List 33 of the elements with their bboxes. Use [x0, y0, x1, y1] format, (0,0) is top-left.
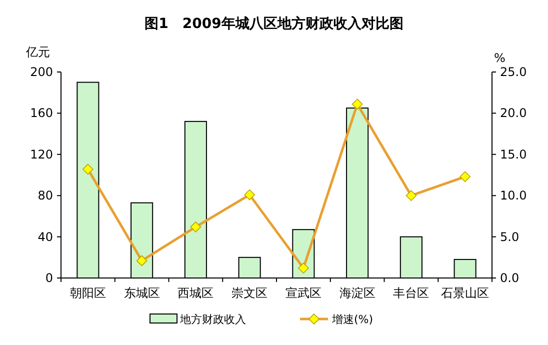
x-tick-label: 宣武区: [285, 286, 322, 300]
y-tick-label: 40: [38, 230, 53, 244]
x-tick-label: 丰台区: [393, 286, 430, 300]
y2-tick-label: 5.0: [500, 230, 520, 244]
y-tick-label: 120: [30, 147, 53, 162]
y-tick-label: 80: [38, 188, 53, 203]
x-tick-label: 朝阳区: [70, 286, 106, 300]
x-tick-label: 海淀区: [339, 286, 376, 300]
x-tick-label: 石景山区: [441, 286, 490, 300]
point: [190, 222, 202, 232]
point: [244, 189, 255, 200]
y2-tick-label: 20.0: [500, 106, 527, 120]
point: [82, 164, 94, 175]
x-tick-label: 西城区: [178, 286, 214, 300]
point: [298, 262, 309, 274]
y2-tick-label: 15.0: [500, 147, 527, 162]
y-tick-label: 200: [30, 65, 53, 79]
y-tick-label: 0: [45, 271, 53, 285]
legend-label: 地方财政收入: [179, 313, 246, 326]
point: [406, 190, 417, 201]
point: [352, 98, 363, 110]
chart-title: 图1 2009年城八区地方财政收入对比图: [144, 15, 404, 32]
y2-tick-label: 25.0: [500, 65, 527, 79]
y-tick-label: 160: [30, 106, 53, 120]
y2-axis-title: %: [494, 51, 506, 65]
x-tick-label: 东城区: [124, 286, 160, 300]
y2-tick-label: 0.0: [500, 271, 520, 285]
legend-label: 增速(%): [331, 313, 374, 326]
y2-tick-label: 10.0: [500, 188, 527, 203]
point: [136, 255, 148, 266]
y-axis-title: 亿元: [25, 45, 50, 59]
point: [460, 171, 470, 182]
x-tick-label: 崇文区: [232, 286, 268, 300]
